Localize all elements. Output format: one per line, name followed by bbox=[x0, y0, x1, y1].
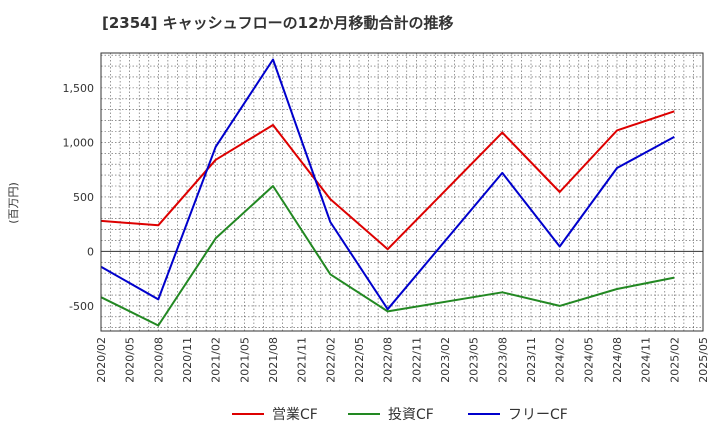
legend: 営業CF 投資CF フリーCF bbox=[232, 407, 568, 423]
x-tick-label: 2021/02 bbox=[210, 337, 223, 383]
y-tick-label: 500 bbox=[73, 191, 94, 204]
x-tick-label: 2020/05 bbox=[124, 337, 137, 383]
x-tick-label: 2024/05 bbox=[582, 337, 595, 383]
series-line-営業CF bbox=[100, 110, 675, 251]
y-tick-labels: -500 0 500 1,000 1,500 bbox=[63, 82, 95, 313]
y-axis-label: (百万円) bbox=[7, 182, 20, 224]
legend-label: 投資CF bbox=[388, 407, 434, 423]
series-layer bbox=[100, 58, 675, 327]
x-tick-label: 2022/11 bbox=[410, 337, 423, 383]
x-tick-label: 2022/08 bbox=[382, 337, 395, 383]
x-tick-label: 2020/08 bbox=[152, 337, 165, 383]
chart-title: [2354] キャッシュフローの12か月移動合計の推移 bbox=[102, 14, 454, 32]
x-tick-label: 2023/08 bbox=[496, 337, 509, 383]
y-tick-label: -500 bbox=[69, 300, 94, 313]
legend-label: 営業CF bbox=[272, 407, 318, 423]
x-tick-label: 2023/05 bbox=[468, 337, 481, 383]
x-tick-label: 2021/05 bbox=[238, 337, 251, 383]
x-tick-label: 2021/11 bbox=[296, 337, 309, 383]
x-tick-label: 2025/02 bbox=[668, 337, 681, 383]
x-tick-label: 2025/05 bbox=[697, 337, 710, 383]
x-tick-label: 2024/02 bbox=[554, 337, 567, 383]
x-tick-label: 2023/02 bbox=[439, 337, 452, 383]
series-line-投資CF bbox=[100, 185, 675, 327]
plot-frame bbox=[100, 52, 704, 332]
x-tick-label: 2021/08 bbox=[267, 337, 280, 383]
legend-label: フリーCF bbox=[508, 407, 568, 423]
y-tick-label: 0 bbox=[87, 245, 94, 258]
y-tick-label: 1,000 bbox=[63, 136, 95, 149]
x-tick-label: 2024/08 bbox=[611, 337, 624, 383]
x-tick-labels: 2020/02 2020/05 2020/08 2020/11 2021/02 2021/… bbox=[95, 337, 710, 383]
x-tick-label: 2024/11 bbox=[640, 337, 653, 383]
y-tick-label: 1,500 bbox=[63, 82, 95, 95]
series-line-フリーCF bbox=[100, 58, 675, 311]
x-tick-label: 2023/11 bbox=[525, 337, 538, 383]
x-tick-label: 2020/02 bbox=[95, 337, 108, 383]
x-tick-label: 2022/02 bbox=[324, 337, 337, 383]
x-tick-label: 2020/11 bbox=[181, 337, 194, 383]
x-tick-label: 2022/05 bbox=[353, 337, 366, 383]
